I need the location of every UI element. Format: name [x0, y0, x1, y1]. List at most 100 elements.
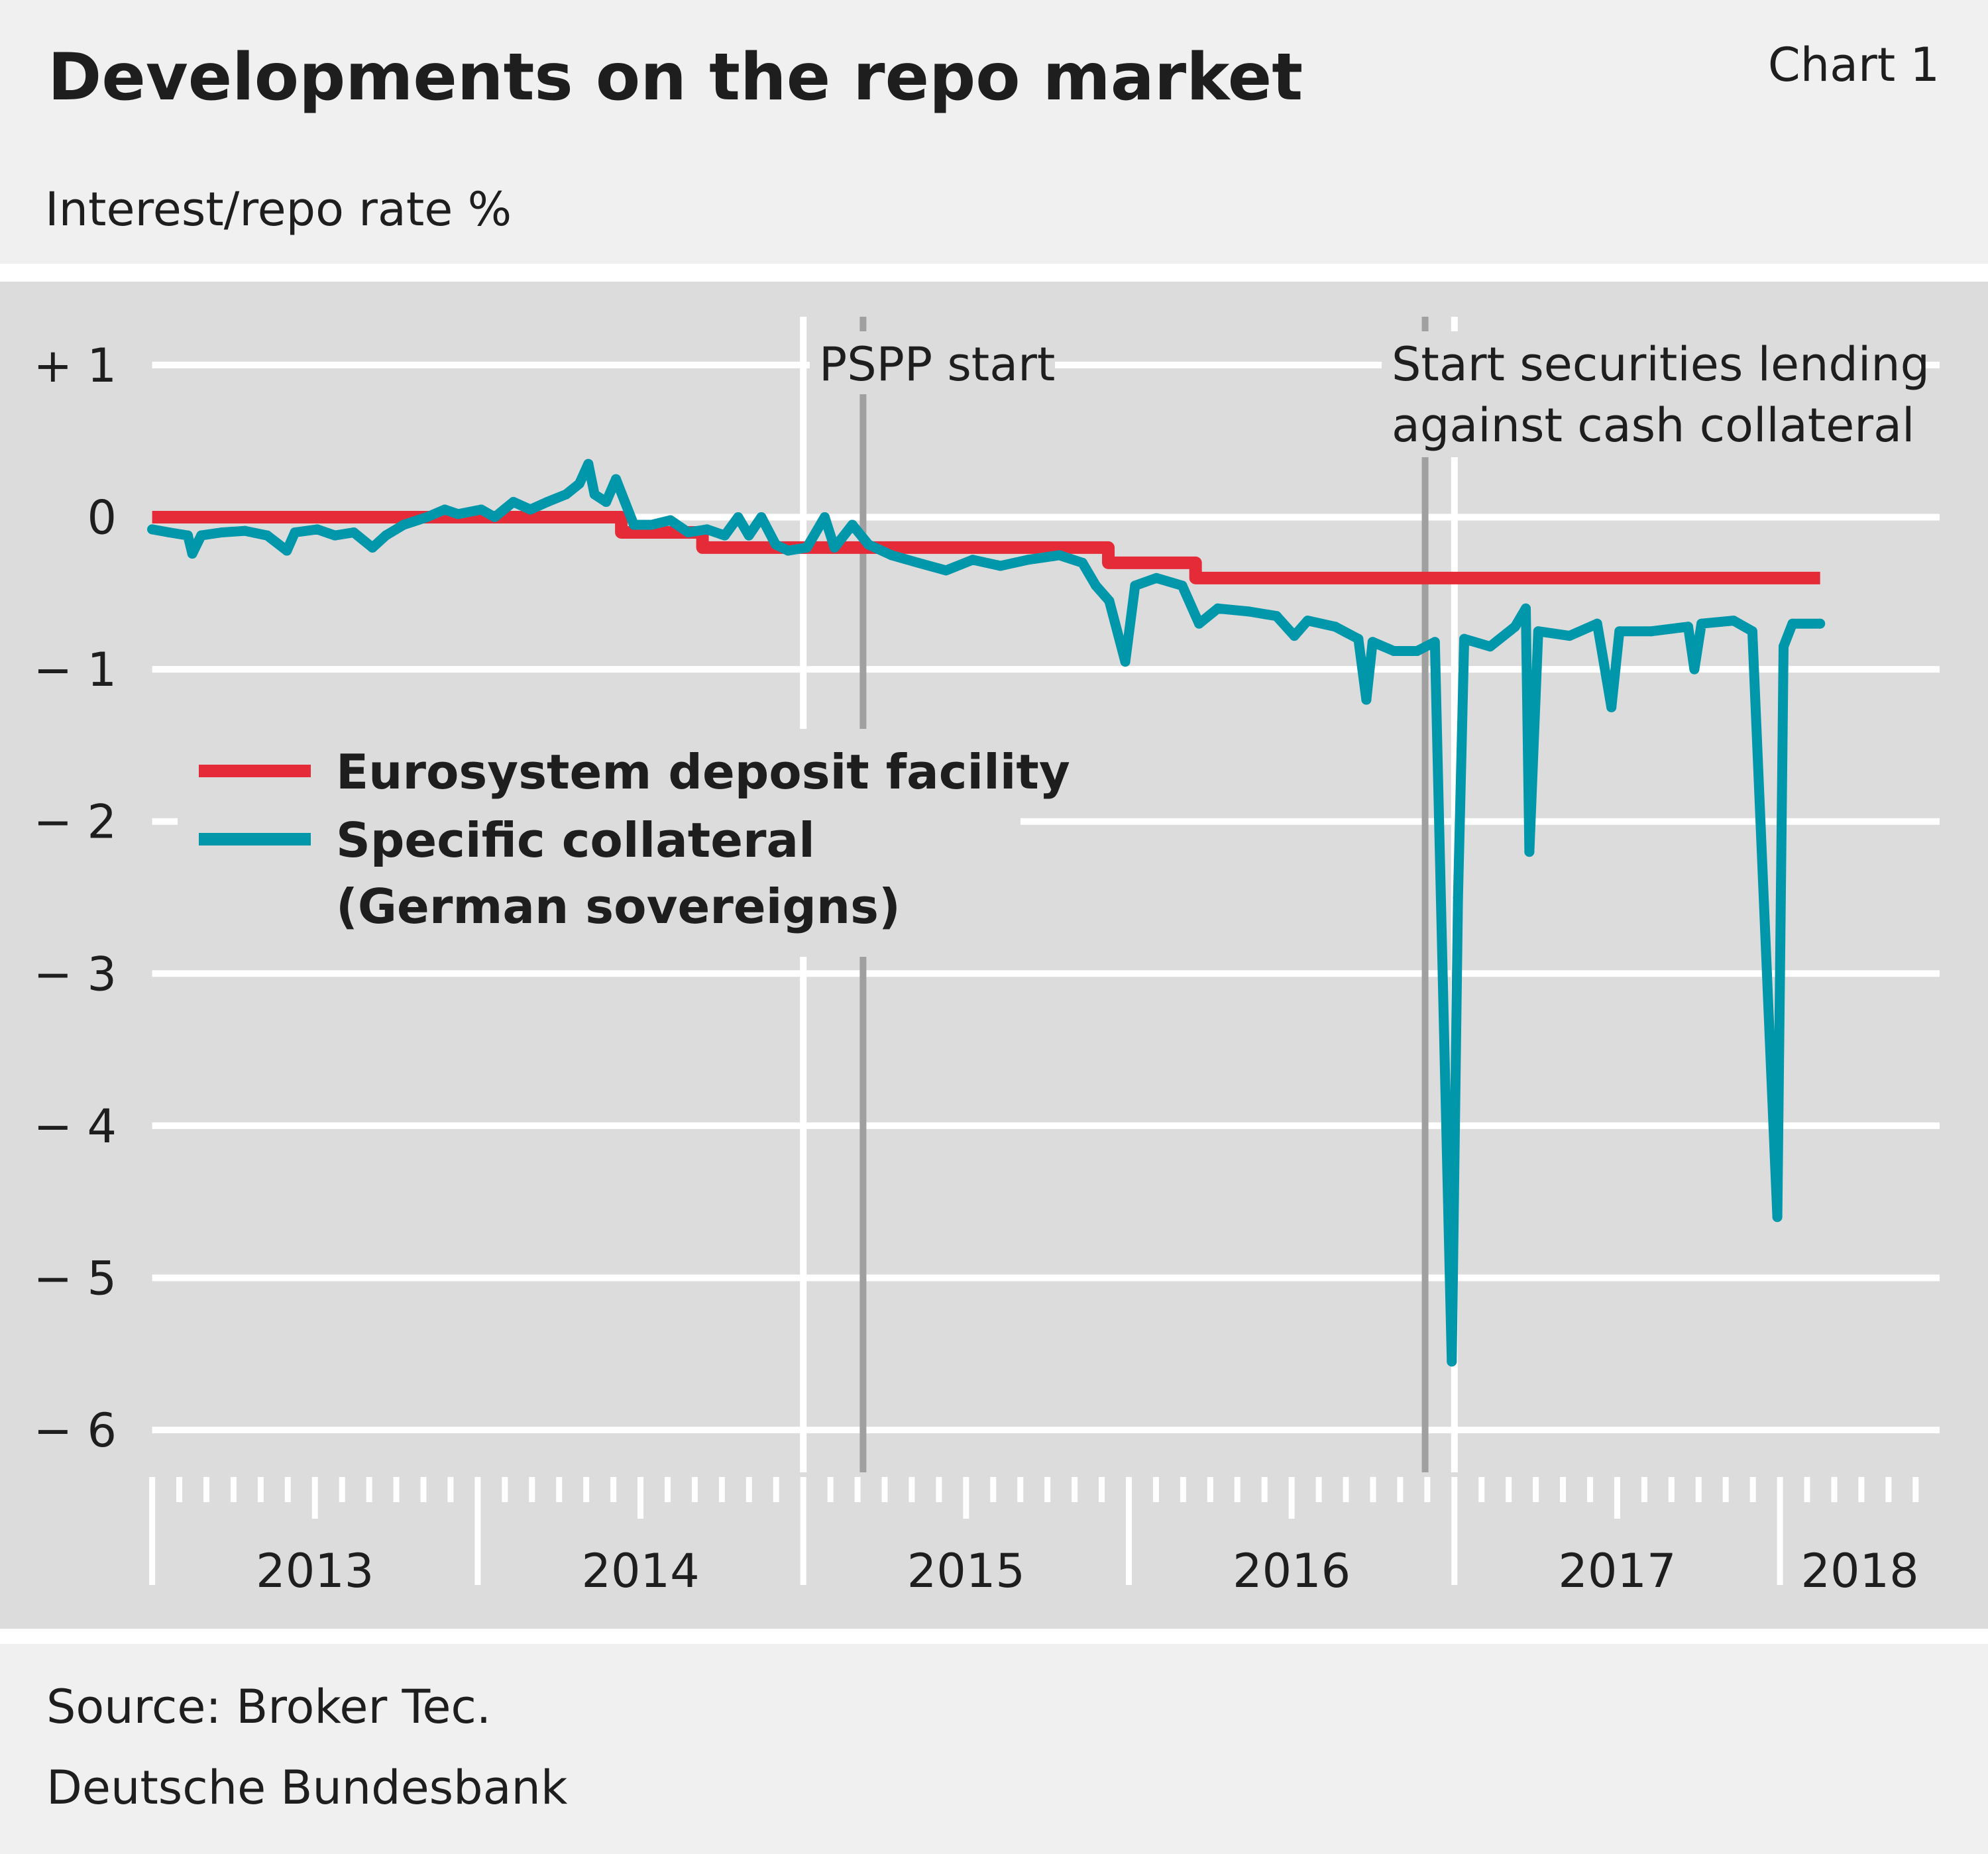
- data-point-collateral: [802, 542, 812, 553]
- x-axis: 2013 2014 2015 2016 2017 2018: [149, 1477, 1919, 1598]
- data-point-collateral: [1689, 664, 1700, 675]
- data-point-collateral: [820, 512, 830, 522]
- data-point-collateral: [683, 527, 694, 537]
- data-point-collateral: [1787, 618, 1798, 629]
- data-point-collateral: [1194, 618, 1205, 629]
- data-point-collateral: [1130, 580, 1140, 591]
- data-point-collateral: [1772, 1212, 1783, 1223]
- data-point-collateral: [421, 512, 432, 522]
- data-point-collateral: [476, 504, 486, 515]
- data-point-collateral: [398, 519, 409, 530]
- data-point-collateral: [620, 497, 630, 508]
- data-point-collateral: [1520, 603, 1531, 614]
- y-tick-label: − 6: [34, 1403, 117, 1458]
- x-tick-label: 2017: [1558, 1544, 1676, 1598]
- y-axis-labels: + 1 0 − 1 − 2 − 3 − 4 − 5 − 6: [34, 339, 117, 1458]
- unit-label: Interest/repo rate %: [45, 182, 512, 237]
- y-tick-label: − 5: [34, 1252, 117, 1306]
- data-point-collateral: [187, 549, 197, 559]
- data-point-collateral: [1683, 622, 1693, 632]
- chart-number: Chart 1: [1768, 38, 1940, 92]
- annotation-pspp: PSPP start: [819, 337, 1055, 392]
- data-point-collateral: [508, 497, 519, 508]
- data-point-collateral: [1696, 618, 1707, 629]
- data-point-collateral: [1389, 646, 1400, 657]
- data-point-collateral: [147, 524, 158, 535]
- data-point-collateral: [290, 527, 300, 537]
- data-point-collateral: [995, 561, 1006, 571]
- data-point-collateral: [756, 512, 767, 522]
- data-point-collateral: [1120, 657, 1131, 667]
- data-point-collateral: [733, 512, 744, 522]
- legend-label-collateral-line2: (German sovereigns): [336, 879, 901, 934]
- data-point-collateral: [1054, 550, 1065, 561]
- publisher-note: Deutsche Bundesbank: [46, 1761, 568, 1815]
- data-point-collateral: [380, 530, 391, 541]
- data-point-collateral: [628, 519, 639, 530]
- data-point-collateral: [453, 509, 463, 519]
- data-point-collateral: [1177, 580, 1187, 591]
- x-tick-label: 2015: [907, 1544, 1025, 1598]
- data-point-collateral: [542, 497, 553, 508]
- data-point-collateral: [1151, 573, 1162, 583]
- data-point-collateral: [1244, 606, 1254, 617]
- legend: Eurosystem deposit facility Specific col…: [178, 729, 1070, 957]
- data-point-collateral: [829, 542, 840, 553]
- legend-swatch-deposit: [199, 765, 311, 777]
- data-point-collateral: [217, 527, 227, 537]
- data-point-collateral: [330, 530, 341, 541]
- data-point-collateral: [1091, 580, 1101, 591]
- data-point-collateral: [367, 542, 378, 553]
- data-point-collateral: [886, 550, 897, 561]
- x-tick-label: 2013: [256, 1544, 374, 1598]
- data-point-collateral: [913, 557, 924, 568]
- data-point-collateral: [1747, 626, 1757, 637]
- top-divider: [0, 264, 1988, 282]
- data-point-collateral: [665, 515, 676, 525]
- data-point-collateral: [1213, 603, 1223, 614]
- y-tick-label: − 2: [34, 795, 117, 849]
- data-point-collateral: [196, 530, 207, 541]
- data-point-collateral: [1728, 616, 1739, 626]
- data-point-collateral: [439, 504, 450, 515]
- data-point-collateral: [525, 504, 535, 515]
- x-tick-label: 2018: [1800, 1544, 1918, 1598]
- data-point-collateral: [783, 545, 793, 556]
- legend-background: [178, 729, 1021, 957]
- legend-label-collateral-line1: Specific collateral: [336, 812, 815, 868]
- legend-swatch-collateral: [199, 833, 311, 845]
- annotations: PSPP start Start securities lending agai…: [810, 331, 1930, 457]
- series-layer: [147, 459, 1826, 1367]
- data-point-collateral: [164, 527, 174, 537]
- chart-title: Developments on the repo market: [48, 40, 1303, 115]
- data-point-collateral: [262, 530, 272, 541]
- data-point-collateral: [1361, 694, 1372, 705]
- data-point-collateral: [1289, 631, 1299, 641]
- data-point-collateral: [312, 524, 323, 535]
- data-point-collateral: [1459, 633, 1470, 644]
- data-point-collateral: [1104, 596, 1115, 606]
- data-point-collateral: [1778, 641, 1789, 652]
- y-tick-label: 0: [87, 491, 117, 545]
- data-point-collateral: [967, 555, 978, 565]
- data-point-collateral: [720, 530, 730, 541]
- x-tick-label: 2014: [581, 1544, 699, 1598]
- annotation-bg-pspp: [810, 331, 1055, 394]
- data-point-collateral: [847, 519, 857, 530]
- annotation-securities-line1: Start securities lending: [1392, 337, 1930, 392]
- data-point-collateral: [240, 525, 250, 536]
- y-tick-label: + 1: [34, 339, 117, 393]
- data-point-collateral: [941, 565, 952, 576]
- data-point-collateral: [1447, 1356, 1457, 1367]
- data-point-collateral: [583, 459, 594, 469]
- data-point-collateral: [1429, 637, 1440, 647]
- data-point-collateral: [1815, 618, 1826, 629]
- data-point-collateral: [561, 489, 571, 500]
- data-point-collateral: [1533, 626, 1543, 637]
- data-point-collateral: [770, 539, 781, 550]
- gridlines: [152, 317, 1940, 1472]
- data-point-collateral: [601, 497, 612, 508]
- bottom-divider: [0, 1629, 1988, 1644]
- data-point-collateral: [611, 474, 622, 484]
